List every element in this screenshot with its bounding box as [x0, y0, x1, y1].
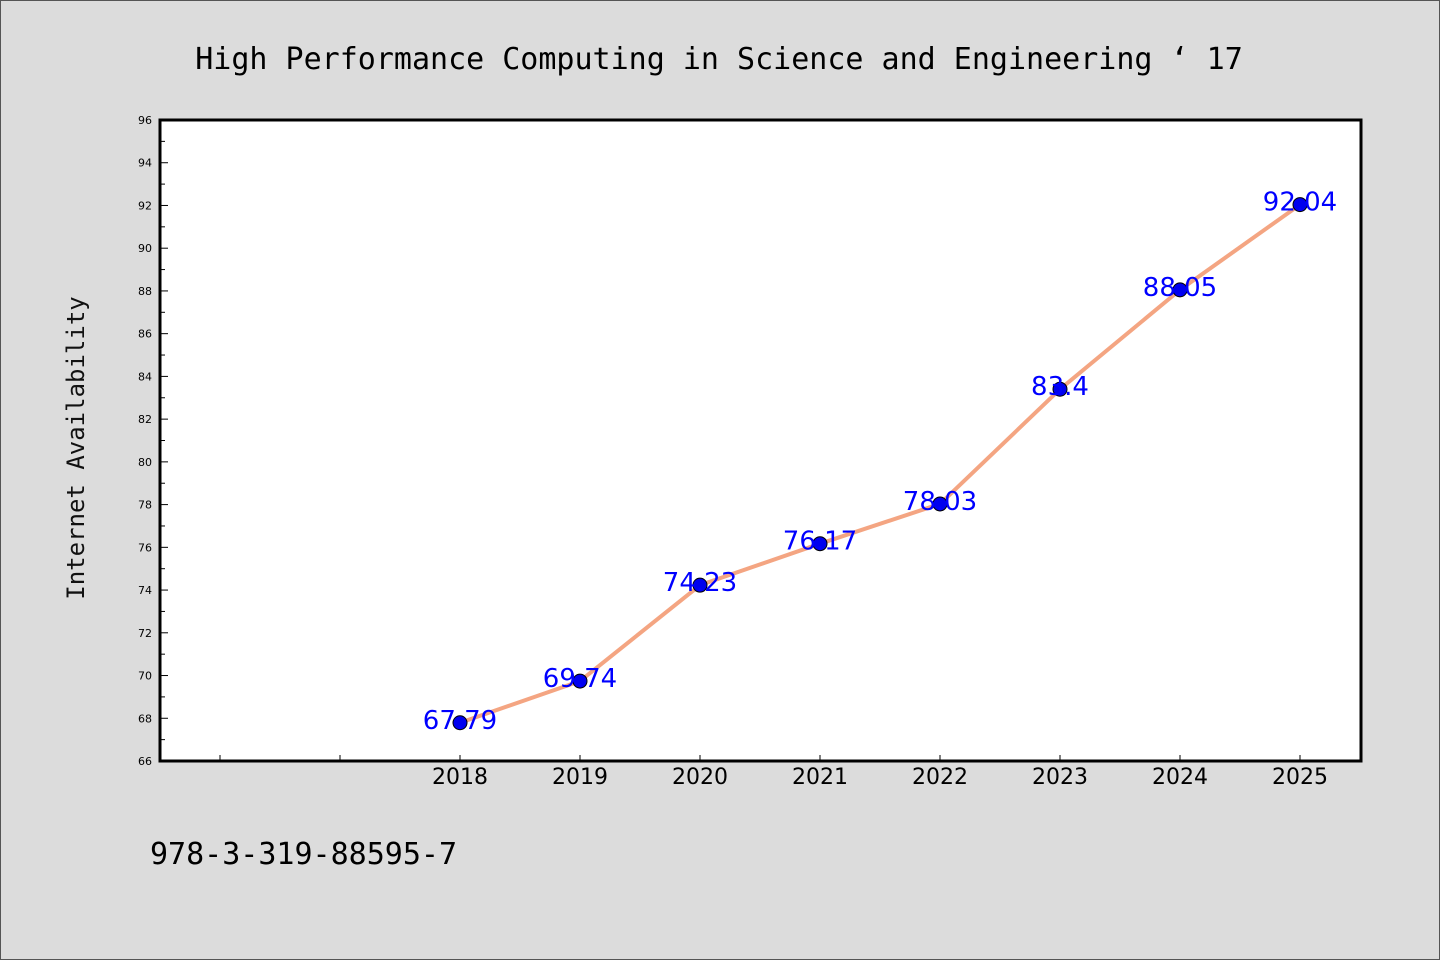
series-line — [459, 202, 1302, 725]
data-point — [452, 715, 468, 731]
y-tick-label: 78 — [138, 499, 152, 512]
series-layer — [452, 197, 1308, 731]
y-tick-label: 90 — [138, 242, 152, 255]
y-tick-label: 92 — [138, 199, 152, 212]
data-point — [1052, 381, 1068, 397]
data-label-layer: 67.79 69.74 74.23 76.17 78.03 83.4 88.05 92.04 — [423, 188, 1337, 736]
x-tick-label: 2020 — [672, 765, 728, 790]
y-tick-label: 84 — [138, 370, 152, 383]
data-point — [692, 577, 708, 593]
y-tick-label: 76 — [138, 541, 152, 554]
y-tick-label: 94 — [138, 157, 152, 170]
y-tick-label: 66 — [138, 755, 152, 768]
y-tick-label: 68 — [138, 712, 152, 725]
y-tick-label: 74 — [138, 584, 152, 597]
y-tick-label: 72 — [138, 627, 152, 640]
y-axis: 66 68 70 72 74 76 78 80 82 84 86 88 90 92 94 96 — [138, 114, 168, 768]
y-tick-label: 96 — [138, 114, 152, 127]
data-label: 92.04 — [1263, 188, 1337, 218]
data-point — [812, 536, 828, 552]
x-tick-label: 2019 — [552, 765, 608, 790]
plot-area — [158, 118, 1363, 763]
data-label: 76.17 — [783, 527, 857, 557]
y-axis-label: Internet Availability — [62, 296, 90, 599]
data-label: 78.03 — [903, 487, 977, 517]
y-tick-label: 88 — [138, 285, 152, 298]
x-tick-label: 2024 — [1152, 765, 1208, 790]
footer-isbn: 978-3-319-88595-7 — [150, 837, 457, 872]
y-tick-label: 82 — [138, 413, 152, 426]
data-label: 83.4 — [1031, 372, 1089, 402]
data-label: 67.79 — [423, 706, 497, 736]
data-label: 69.74 — [543, 664, 617, 694]
x-tick-label: 2025 — [1272, 765, 1328, 790]
y-tick-label: 80 — [138, 456, 152, 469]
data-label: 88.05 — [1143, 273, 1217, 303]
chart-title: High Performance Computing in Science an… — [195, 42, 1243, 77]
y-tick-label: 86 — [138, 328, 152, 341]
data-point — [1292, 197, 1308, 213]
y-tick-label: 70 — [138, 670, 152, 683]
x-tick-label: 2022 — [912, 765, 968, 790]
x-axis: 2018 2019 2020 2021 2022 2023 2024 2025 — [219, 755, 1328, 790]
x-tick-label: 2018 — [432, 765, 488, 790]
data-point — [932, 496, 948, 512]
data-label: 74.23 — [663, 568, 737, 598]
data-point — [1172, 282, 1188, 298]
data-point — [572, 673, 588, 689]
x-tick-label: 2023 — [1032, 765, 1088, 790]
x-tick-label: 2021 — [792, 765, 848, 790]
